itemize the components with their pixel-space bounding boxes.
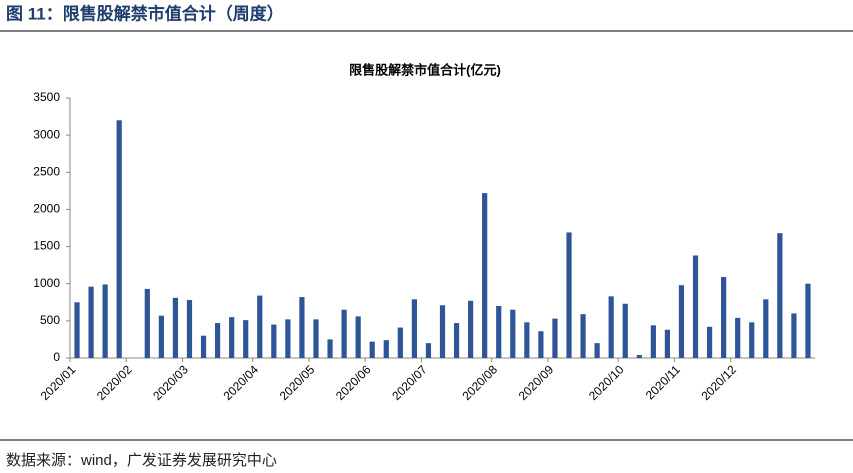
bar <box>524 322 530 358</box>
bar <box>439 305 446 358</box>
bar <box>116 120 122 359</box>
bar <box>299 297 305 358</box>
y-tick-label: 3000 <box>33 127 60 141</box>
bar <box>510 309 516 358</box>
bar <box>397 327 403 358</box>
x-tick-label: 2020/11 <box>643 362 683 402</box>
bar <box>749 322 755 358</box>
bar <box>186 300 193 358</box>
bar <box>313 319 319 358</box>
bar <box>214 323 221 358</box>
bar <box>566 232 572 358</box>
x-tick-label: 2020/05 <box>277 362 318 403</box>
x-tick-label: 2020/06 <box>333 362 374 403</box>
bar <box>383 340 389 358</box>
bar <box>200 335 207 358</box>
bar <box>538 331 544 358</box>
bar <box>257 295 263 358</box>
x-tick-label: 2020/03 <box>150 362 191 403</box>
bar <box>468 300 474 358</box>
bar <box>229 317 235 358</box>
bar <box>144 288 150 358</box>
x-tick-label: 2020/04 <box>221 362 262 403</box>
x-tick-label: 2020/01 <box>38 362 79 403</box>
bar <box>355 316 361 358</box>
y-tick-label: 3500 <box>33 90 60 104</box>
bar <box>158 315 164 358</box>
bar <box>496 306 502 358</box>
y-tick-label: 500 <box>40 313 60 327</box>
y-tick-label: 1500 <box>33 239 60 253</box>
x-tick-label: 2020/12 <box>698 362 739 403</box>
bar <box>636 355 642 358</box>
chart-title: 限售股解禁市值合计(亿元) <box>349 62 501 77</box>
bar <box>552 318 558 358</box>
bar <box>102 284 108 358</box>
bar <box>411 299 417 358</box>
x-tick-label: 2020/02 <box>94 362 135 403</box>
x-tick-label: 2020/09 <box>516 362 557 403</box>
bar <box>74 302 80 358</box>
figure-title: 图 11：限售股解禁市值合计（周度） <box>6 3 284 23</box>
bar <box>622 303 628 358</box>
bar <box>735 317 741 358</box>
bar <box>721 277 727 358</box>
bar <box>453 323 460 358</box>
y-tick-label: 2000 <box>33 202 60 216</box>
bar <box>706 326 713 358</box>
y-tick-label: 2500 <box>33 164 60 178</box>
bar <box>594 343 600 358</box>
bar <box>327 339 333 358</box>
bar <box>172 297 179 358</box>
bar <box>580 314 586 358</box>
source: 数据来源：wind，广发证券发展研究中心 <box>6 452 277 469</box>
bar <box>482 193 488 358</box>
x-tick-label: 2020/08 <box>459 362 500 403</box>
bar <box>678 285 685 358</box>
bar <box>425 343 432 358</box>
bar <box>777 233 783 358</box>
bar <box>341 309 347 358</box>
bar <box>692 255 699 358</box>
y-tick-label: 1000 <box>33 276 60 290</box>
bar <box>664 329 671 358</box>
y-tick-label: 0 <box>53 350 60 364</box>
bar <box>243 320 249 358</box>
bar <box>805 283 811 358</box>
x-tick-label: 2020/10 <box>586 362 627 403</box>
bar <box>763 299 769 358</box>
bar <box>369 341 375 358</box>
bar <box>608 296 614 358</box>
bar <box>271 324 277 358</box>
bar <box>285 319 291 358</box>
bar <box>88 286 94 358</box>
x-tick-label: 2020/07 <box>389 362 430 403</box>
bar <box>791 313 797 358</box>
bar <box>650 325 656 358</box>
